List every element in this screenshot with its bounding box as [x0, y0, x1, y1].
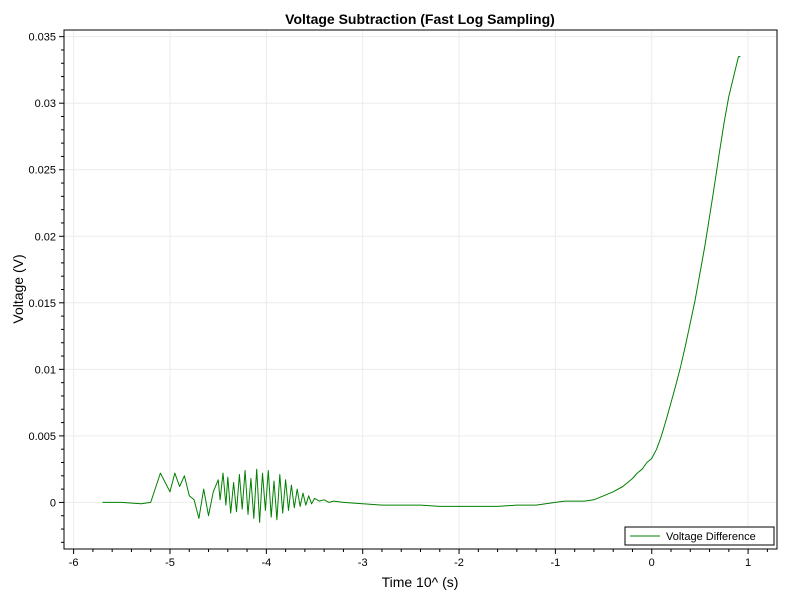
x-tick-label: 1 [745, 557, 751, 569]
x-tick-label: -4 [261, 557, 271, 569]
x-tick-label: 0 [649, 557, 655, 569]
y-tick-label: 0.01 [35, 364, 56, 376]
plot-area-frame [63, 29, 778, 550]
y-tick-label: 0.025 [28, 165, 56, 177]
chart-title: Voltage Subtraction (Fast Log Sampling) [285, 11, 555, 27]
legend: Voltage Difference [624, 526, 775, 546]
y-tick-label: 0.035 [28, 32, 56, 44]
series-line-voltage-difference [102, 56, 741, 523]
y-tick-label: 0 [50, 497, 56, 509]
y-tick-label: 0.03 [35, 98, 56, 110]
x-tick-label: -6 [69, 557, 79, 569]
x-tick-label: -5 [165, 557, 175, 569]
legend-box [624, 526, 775, 546]
x-axis-label: Time 10^ (s) [382, 574, 459, 590]
y-tick-label: 0.015 [28, 298, 56, 310]
legend-label: Voltage Difference [666, 531, 756, 543]
x-tick-label: -3 [358, 557, 368, 569]
x-tick-label: -2 [454, 557, 464, 569]
y-tick-label: 0.02 [35, 231, 56, 243]
y-axis-label: Voltage (V) [10, 254, 26, 323]
series-layer [102, 56, 741, 523]
y-tick-label: 0.005 [28, 431, 56, 443]
grid-lines [64, 30, 777, 549]
x-tick-label: -1 [551, 557, 561, 569]
axis-ticks: -6 -5 -4 -3 -2 -1 0 1 0 0.005 0.01 0.015 0.02 0.025 0.… [28, 32, 768, 569]
